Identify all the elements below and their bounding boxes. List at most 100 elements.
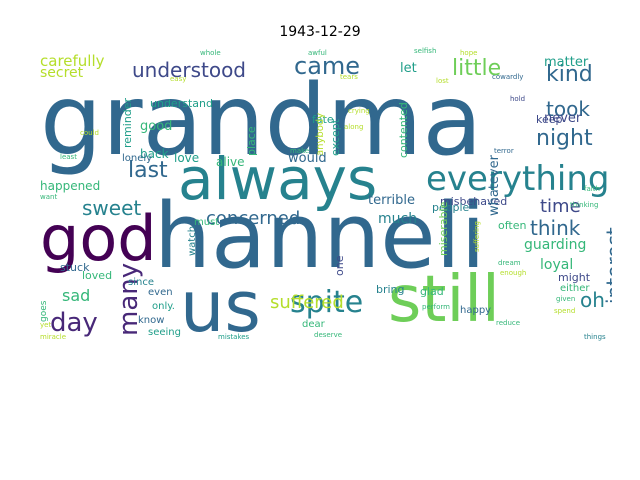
cloud-word: could [80, 129, 99, 137]
cloud-word: easy [170, 75, 187, 83]
cloud-word: sad [62, 286, 91, 305]
cloud-word: little [452, 56, 502, 81]
cloud-word: hanneli [154, 184, 486, 289]
cloud-word: enough [500, 269, 527, 277]
cloud-word: everything [426, 159, 610, 199]
cloud-word: misbehaved [440, 195, 508, 208]
cloud-word: spite [290, 285, 364, 320]
cloud-word: good [140, 119, 173, 134]
cloud-word: people [432, 201, 470, 214]
cloud-word: lonely [122, 153, 153, 164]
cloud-word: time [540, 196, 581, 217]
cloud-word: crying [348, 107, 370, 115]
cloud-word: might [558, 271, 591, 284]
cloud-word: dream [498, 259, 521, 267]
cloud-word: us [180, 266, 261, 344]
cloud-word: dear [302, 319, 325, 330]
cloud-word: reduce [496, 319, 521, 327]
cloud-word: faith [584, 185, 600, 193]
cloud-word: awful [308, 49, 327, 57]
cloud-word: spend [554, 307, 576, 315]
cloud-word: seeing [148, 327, 181, 338]
cloud-word: watch [187, 225, 198, 256]
cloud-word: much [378, 211, 418, 227]
cloud-word: loved [82, 269, 113, 282]
chart-title: 1943-12-29 [279, 24, 361, 40]
cloud-word: thinking [570, 201, 599, 209]
cloud-word: oh [580, 288, 605, 312]
cloud-word: matter [544, 55, 589, 70]
cloud-word: terrible [368, 193, 416, 208]
cloud-word: would [288, 151, 327, 166]
cloud-word: still [388, 263, 500, 337]
cloud-word: only. [152, 301, 175, 312]
word-cloud: grandma hanneli always us still god everything… [40, 44, 612, 344]
cloud-word: hold [510, 95, 526, 103]
cloud-word: given [556, 295, 576, 303]
cloud-word: miserable [437, 201, 450, 256]
cloud-word: suffering [473, 221, 481, 252]
cloud-word: want [40, 193, 58, 201]
cloud-word: either [560, 283, 590, 294]
cloud-word: suffered [270, 292, 344, 313]
cloud-word: night [536, 126, 593, 151]
cloud-word: carefully [40, 52, 105, 70]
cloud-word: deserve [314, 331, 343, 339]
cloud-word: alive [216, 155, 245, 169]
cloud-word: even [148, 287, 173, 298]
cloud-word: think [530, 216, 581, 240]
cloud-word: must [194, 217, 220, 228]
cloud-word: goes [40, 300, 49, 322]
cloud-word: came [294, 52, 361, 80]
cloud-word: fate [312, 113, 334, 126]
cloud-word: selfish [414, 47, 437, 55]
cloud-word: least [60, 153, 77, 161]
cloud-word: make [290, 147, 310, 155]
cloud-word: understood [132, 58, 247, 82]
cloud-word: anybody [315, 112, 326, 156]
cloud-word: hope [460, 49, 478, 57]
cloud-word: day [50, 308, 98, 338]
cloud-word: perform [422, 303, 450, 311]
cloud-word: yet [40, 321, 52, 329]
cloud-word: sweet [82, 196, 142, 220]
cloud-word: contented [397, 102, 410, 158]
cloud-word: guarding [524, 237, 587, 253]
cloud-word: often [498, 219, 527, 232]
cloud-word: along [344, 123, 364, 131]
cloud-word: love [174, 151, 200, 165]
cloud-word: whatever [487, 155, 502, 216]
cloud-word: interest [602, 227, 612, 304]
cloud-word: place [245, 126, 258, 156]
cloud-word: except [329, 118, 342, 156]
cloud-word: cowardly [492, 73, 524, 81]
cloud-word: bring [376, 283, 405, 296]
cloud-word: never [544, 111, 582, 126]
cloud-word: understand [150, 97, 213, 110]
cloud-word: stuck [60, 261, 90, 274]
cloud-word: always [178, 145, 378, 213]
cloud-word: happened [40, 179, 101, 193]
cloud-word: last [128, 158, 168, 183]
cloud-word: kind [546, 62, 593, 87]
cloud-word: concerned [206, 208, 301, 229]
cloud-word: grandma [40, 64, 483, 178]
cloud-word: whole [200, 49, 221, 57]
cloud-word: took [546, 97, 590, 121]
cloud-word: one [333, 255, 346, 276]
cloud-word: miracle [40, 333, 67, 341]
cloud-word: god [40, 202, 157, 275]
cloud-word: loyal [540, 257, 574, 273]
cloud-word: know [138, 315, 165, 326]
cloud-word: glad [420, 285, 444, 298]
cloud-word: reminder [121, 97, 134, 148]
cloud-word: let [400, 61, 417, 76]
cloud-word: since [128, 277, 154, 288]
cloud-word: secret [40, 65, 84, 81]
cloud-word: mistakes [218, 333, 250, 341]
cloud-word: things [584, 333, 606, 341]
cloud-word: back [140, 147, 169, 161]
cloud-word: terror [494, 147, 514, 155]
cloud-word: happy [460, 305, 492, 316]
cloud-word: keep [536, 113, 563, 126]
